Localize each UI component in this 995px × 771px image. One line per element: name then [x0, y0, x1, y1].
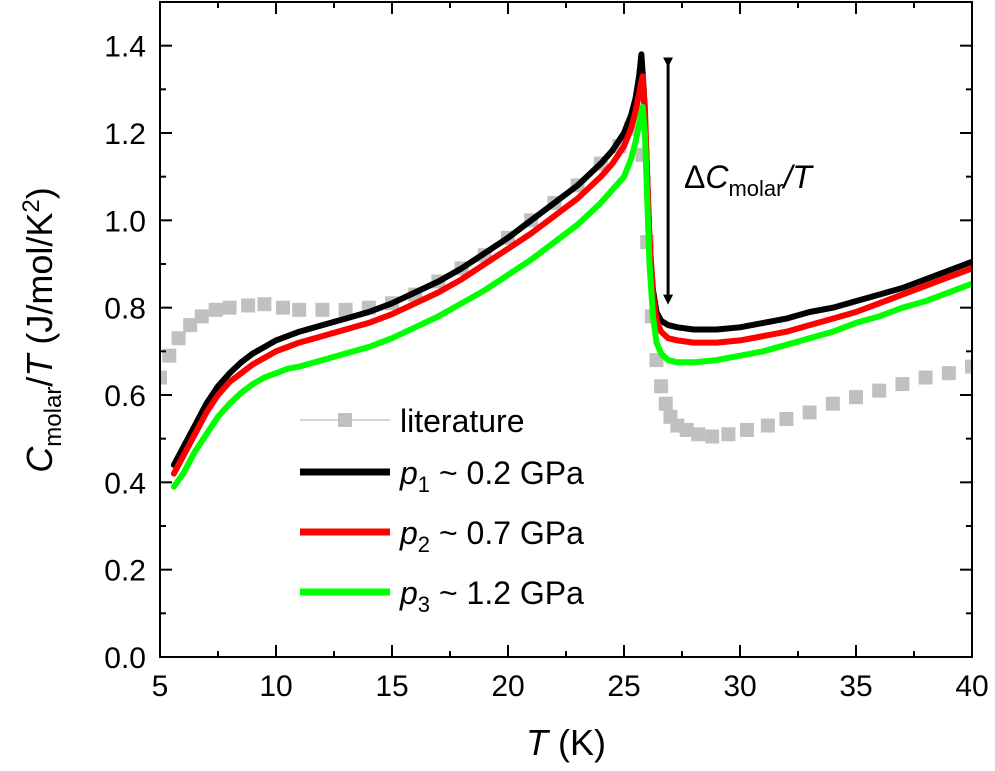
literature-point: [275, 300, 290, 315]
plot-frame: [159, 1, 973, 658]
legend-label-literature: literature: [400, 403, 525, 439]
literature-point: [222, 300, 237, 315]
x-tick-label: 30: [723, 670, 756, 703]
y-axis-title-sub: molar: [40, 387, 67, 447]
tick-labels-layer: 5 10 15 20 25 30 35 40 0.0 0.2 0.4 0.6 0.8 1.0 1.2 1.4: [104, 31, 988, 703]
legend-marker-literature: [338, 413, 352, 427]
x-axis-title-unit: [548, 722, 558, 763]
literature-point: [658, 396, 673, 411]
series-line-p1: [170, 51, 972, 468]
legend-label-p3: p3 ~ 1.2 GPa: [399, 575, 584, 617]
y-axis-title-main: C: [19, 446, 60, 473]
literature-point: [654, 379, 669, 394]
delta-annotation: ΔCmolar/T: [684, 159, 814, 201]
literature-point: [872, 383, 887, 398]
literature-point: [849, 390, 863, 405]
delta-sub: molar: [728, 176, 783, 201]
literature-point: [802, 405, 817, 420]
literature-point: [779, 412, 794, 427]
x-tick-label: 10: [259, 670, 292, 703]
y-tick-label: 0.0: [104, 642, 146, 675]
literature-point: [292, 302, 307, 317]
legend-entry-literature: literature: [300, 403, 525, 439]
y-axis-title: Cmolar/T (J/mol/K2): [18, 187, 67, 472]
y-tick-label: 1.4: [104, 31, 146, 64]
literature-point: [315, 302, 330, 317]
literature-point: [171, 331, 186, 346]
y-tick-label: 0.4: [104, 467, 146, 500]
legend-entry-p1: p1 ~ 0.2 GPa: [300, 455, 584, 497]
literature-point: [257, 297, 272, 312]
literature-point: [194, 309, 209, 324]
literature-point: [679, 422, 694, 437]
delta-main: C: [705, 159, 729, 195]
legend-entry-p2: p2 ~ 0.7 GPa: [300, 515, 584, 557]
literature-point: [241, 298, 256, 313]
y-tick-label: 0.8: [104, 293, 146, 326]
legend-entry-p3: p3 ~ 1.2 GPa: [300, 575, 584, 617]
x-tick-label: 35: [839, 670, 872, 703]
literature-point: [941, 366, 956, 381]
legend-label-p1: p1 ~ 0.2 GPa: [399, 455, 584, 497]
y-axis-title-sup: 2: [18, 199, 45, 212]
literature-point: [705, 429, 720, 444]
literature-point: [721, 427, 736, 442]
literature-point: [739, 422, 754, 437]
literature-point: [760, 418, 775, 433]
series-layer: [160, 51, 972, 490]
ticks-layer: [159, 1, 973, 658]
delta-symbol: Δ: [684, 159, 705, 195]
series-literature: [160, 117, 972, 444]
y-tick-label: 1.0: [104, 205, 146, 238]
legend: literature p1 ~ 0.2 GPa p2 ~ 0.7 GPa p3 …: [300, 403, 584, 617]
literature-point: [208, 302, 223, 317]
literature-point: [965, 359, 972, 374]
y-axis-title-slash: /: [19, 377, 60, 387]
y-axis-title-unit: (J/mol/K: [19, 213, 60, 345]
series-line-p2: [170, 73, 972, 477]
literature-point: [895, 377, 910, 392]
literature-point: [338, 302, 353, 317]
y-tick-label: 1.2: [104, 118, 146, 151]
literature-point: [691, 427, 706, 442]
x-tick-label: 25: [607, 670, 640, 703]
y-axis-title-close: ): [19, 187, 60, 199]
literature-point: [160, 370, 167, 385]
literature-point: [918, 370, 933, 385]
legend-label-p2: p2 ~ 0.7 GPa: [399, 515, 584, 557]
y-tick-label: 0.2: [104, 555, 146, 588]
x-tick-label: 15: [375, 670, 408, 703]
x-axis-title-unit-text: (K): [558, 722, 606, 763]
series-line-p3: [170, 103, 972, 490]
y-tick-label: 0.6: [104, 380, 146, 413]
delta-tail: /T: [782, 159, 815, 195]
x-tick-label: 5: [152, 670, 169, 703]
x-axis-title-main: T: [526, 722, 551, 763]
x-tick-label: 40: [955, 670, 988, 703]
y-axis-title-main2: T: [19, 352, 60, 377]
x-tick-label: 20: [491, 670, 524, 703]
literature-point: [183, 318, 198, 333]
literature-point: [825, 396, 840, 411]
x-axis-title: T (K): [526, 722, 606, 763]
